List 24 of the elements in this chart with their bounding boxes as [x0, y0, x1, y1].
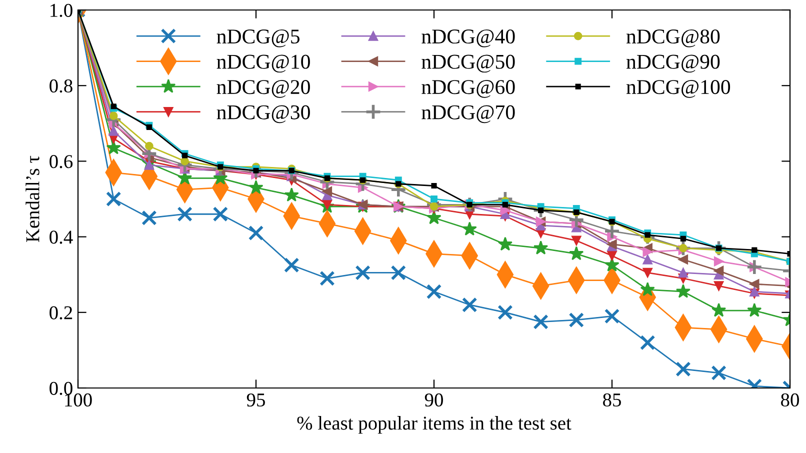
legend-label: nDCG@80 — [626, 29, 720, 48]
legend-label: nDCG@5 — [216, 29, 300, 48]
legend-label: nDCG@70 — [422, 105, 515, 124]
x-axis-title: % least popular items in the test set — [297, 416, 572, 434]
y-axis-title: Kendall’s τ — [26, 156, 40, 242]
y-tick-label: 0.4 — [50, 230, 73, 244]
y-tick-label: 1.0 — [50, 4, 72, 18]
y-tick-label: 0.8 — [50, 79, 72, 93]
legend-label: nDCG@30 — [216, 105, 310, 124]
y-tick-label: 0.0 — [50, 382, 72, 396]
x-tick-label: 85 — [603, 393, 621, 407]
y-tick-label: 0.2 — [50, 306, 72, 320]
x-tick-label: 90 — [424, 393, 443, 407]
legend-label: nDCG@40 — [422, 29, 515, 48]
x-tick-label: 100 — [65, 393, 92, 407]
y-tick-label: 0.6 — [50, 155, 73, 168]
legend-label: nDCG@50 — [422, 54, 515, 73]
legend-label: nDCG@90 — [626, 54, 720, 73]
x-tick-label: 95 — [246, 393, 265, 407]
legend-label: nDCG@60 — [422, 80, 515, 98]
legend-label: nDCG@100 — [626, 80, 730, 98]
legend-label: nDCG@10 — [216, 54, 310, 73]
legend-label: nDCG@20 — [216, 80, 310, 98]
x-tick-label: 80 — [781, 393, 799, 407]
